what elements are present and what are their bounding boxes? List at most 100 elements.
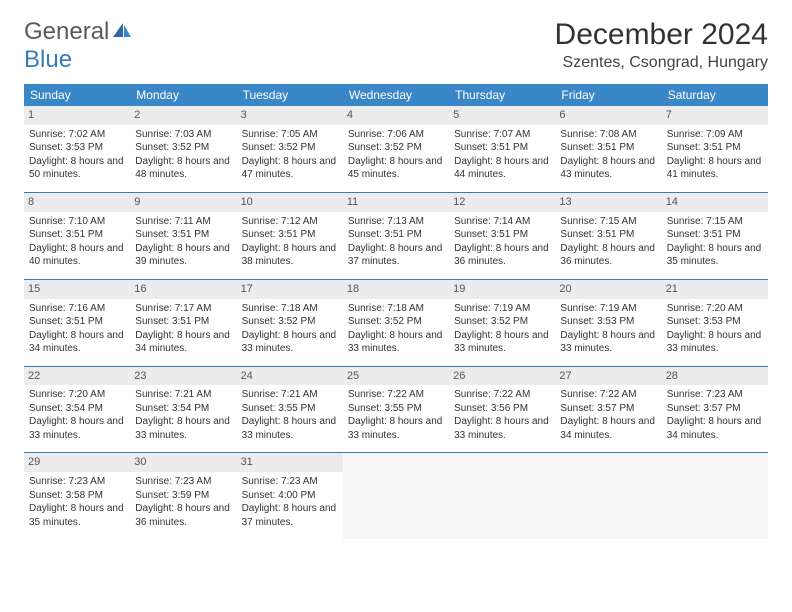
- sunset-text: Sunset: 3:51 PM: [242, 228, 338, 242]
- calendar-cell: 4Sunrise: 7:06 AMSunset: 3:52 PMDaylight…: [343, 106, 449, 192]
- sunrise-text: Sunrise: 7:22 AM: [560, 388, 656, 402]
- daylight-text: Daylight: 8 hours and 36 minutes.: [135, 502, 231, 529]
- sunrise-text: Sunrise: 7:20 AM: [667, 302, 763, 316]
- sunset-text: Sunset: 3:51 PM: [348, 228, 444, 242]
- sunrise-text: Sunrise: 7:23 AM: [242, 475, 338, 489]
- daylight-text: Daylight: 8 hours and 36 minutes.: [454, 242, 550, 269]
- day-number: 22: [24, 367, 130, 386]
- logo-text-blue: Blue: [24, 46, 72, 73]
- daylight-text: Daylight: 8 hours and 39 minutes.: [135, 242, 231, 269]
- sunrise-text: Sunrise: 7:02 AM: [29, 128, 125, 142]
- day-number: 15: [24, 280, 130, 299]
- sunset-text: Sunset: 3:55 PM: [348, 402, 444, 416]
- calendar-cell: 3Sunrise: 7:05 AMSunset: 3:52 PMDaylight…: [237, 106, 343, 192]
- sunrise-text: Sunrise: 7:11 AM: [135, 215, 231, 229]
- daylight-text: Daylight: 8 hours and 50 minutes.: [29, 155, 125, 182]
- calendar-cell: 16Sunrise: 7:17 AMSunset: 3:51 PMDayligh…: [130, 279, 236, 366]
- day-number: 11: [343, 193, 449, 212]
- location: Szentes, Csongrad, Hungary: [555, 54, 768, 72]
- sunset-text: Sunset: 3:57 PM: [667, 402, 763, 416]
- calendar-cell: 6Sunrise: 7:08 AMSunset: 3:51 PMDaylight…: [555, 106, 661, 192]
- calendar-cell: 24Sunrise: 7:21 AMSunset: 3:55 PMDayligh…: [237, 366, 343, 453]
- daylight-text: Daylight: 8 hours and 47 minutes.: [242, 155, 338, 182]
- sunset-text: Sunset: 3:55 PM: [242, 402, 338, 416]
- sunset-text: Sunset: 3:51 PM: [454, 141, 550, 155]
- calendar-row: 1Sunrise: 7:02 AMSunset: 3:53 PMDaylight…: [24, 106, 768, 192]
- day-number: 23: [130, 367, 236, 386]
- sunset-text: Sunset: 3:52 PM: [135, 141, 231, 155]
- daylight-text: Daylight: 8 hours and 37 minutes.: [242, 502, 338, 529]
- sunrise-text: Sunrise: 7:12 AM: [242, 215, 338, 229]
- sunrise-text: Sunrise: 7:17 AM: [135, 302, 231, 316]
- calendar-row: 29Sunrise: 7:23 AMSunset: 3:58 PMDayligh…: [24, 453, 768, 539]
- day-number: 8: [24, 193, 130, 212]
- daylight-text: Daylight: 8 hours and 48 minutes.: [135, 155, 231, 182]
- sunset-text: Sunset: 3:57 PM: [560, 402, 656, 416]
- day-number: 6: [555, 106, 661, 125]
- sunrise-text: Sunrise: 7:06 AM: [348, 128, 444, 142]
- sunrise-text: Sunrise: 7:15 AM: [667, 215, 763, 229]
- sunset-text: Sunset: 3:56 PM: [454, 402, 550, 416]
- sunset-text: Sunset: 3:52 PM: [348, 141, 444, 155]
- daylight-text: Daylight: 8 hours and 33 minutes.: [348, 329, 444, 356]
- sunset-text: Sunset: 3:52 PM: [242, 315, 338, 329]
- sunset-text: Sunset: 3:51 PM: [135, 228, 231, 242]
- calendar-cell: 22Sunrise: 7:20 AMSunset: 3:54 PMDayligh…: [24, 366, 130, 453]
- sunset-text: Sunset: 3:51 PM: [29, 315, 125, 329]
- sunset-text: Sunset: 3:51 PM: [135, 315, 231, 329]
- sunset-text: Sunset: 3:51 PM: [560, 141, 656, 155]
- daylight-text: Daylight: 8 hours and 33 minutes.: [454, 415, 550, 442]
- calendar-cell: 31Sunrise: 7:23 AMSunset: 4:00 PMDayligh…: [237, 453, 343, 539]
- day-number: 4: [343, 106, 449, 125]
- day-number: 27: [555, 367, 661, 386]
- calendar-cell: 2 Sunrise: 7:03 AMSunset: 3:52 PMDaylight…: [130, 106, 236, 192]
- daylight-text: Daylight: 8 hours and 44 minutes.: [454, 155, 550, 182]
- day-number: 17: [237, 280, 343, 299]
- daylight-text: Daylight: 8 hours and 37 minutes.: [348, 242, 444, 269]
- sunset-text: Sunset: 3:51 PM: [667, 141, 763, 155]
- daylight-text: Daylight: 8 hours and 33 minutes.: [348, 415, 444, 442]
- calendar-cell: 1Sunrise: 7:02 AMSunset: 3:53 PMDaylight…: [24, 106, 130, 192]
- daylight-text: Daylight: 8 hours and 34 minutes.: [560, 415, 656, 442]
- weekday-header: Saturday: [662, 84, 768, 106]
- sunrise-text: Sunrise: 7:03 AM: [135, 128, 231, 142]
- calendar-cell: 21Sunrise: 7:20 AMSunset: 3:53 PMDayligh…: [662, 279, 768, 366]
- calendar-row: 8Sunrise: 7:10 AMSunset: 3:51 PMDaylight…: [24, 192, 768, 279]
- sunset-text: Sunset: 3:59 PM: [135, 489, 231, 503]
- day-number: 13: [555, 193, 661, 212]
- sunrise-text: Sunrise: 7:22 AM: [454, 388, 550, 402]
- calendar-cell: 13Sunrise: 7:15 AMSunset: 3:51 PMDayligh…: [555, 192, 661, 279]
- weekday-header: Friday: [555, 84, 661, 106]
- sunrise-text: Sunrise: 7:22 AM: [348, 388, 444, 402]
- calendar-cell: 5Sunrise: 7:07 AMSunset: 3:51 PMDaylight…: [449, 106, 555, 192]
- sunset-text: Sunset: 3:51 PM: [560, 228, 656, 242]
- sunrise-text: Sunrise: 7:23 AM: [135, 475, 231, 489]
- calendar-cell: [449, 453, 555, 539]
- day-number: 18: [343, 280, 449, 299]
- day-number: 2: [130, 106, 236, 125]
- weekday-header: Tuesday: [237, 84, 343, 106]
- weekday-header: Sunday: [24, 84, 130, 106]
- logo-text-general: General: [24, 18, 109, 45]
- logo: General Blue: [24, 18, 133, 74]
- sunset-text: Sunset: 3:51 PM: [454, 228, 550, 242]
- daylight-text: Daylight: 8 hours and 35 minutes.: [667, 242, 763, 269]
- calendar-cell: [662, 453, 768, 539]
- sunrise-text: Sunrise: 7:21 AM: [242, 388, 338, 402]
- calendar-cell: 14Sunrise: 7:15 AMSunset: 3:51 PMDayligh…: [662, 192, 768, 279]
- calendar-cell: 27 Sunrise: 7:22 AMSunset: 3:57 PMDayligh…: [555, 366, 661, 453]
- calendar-cell: 9Sunrise: 7:11 AMSunset: 3:51 PMDaylight…: [130, 192, 236, 279]
- calendar-cell: 29Sunrise: 7:23 AMSunset: 3:58 PMDayligh…: [24, 453, 130, 539]
- header: General Blue December 2024 Szentes, Cson…: [24, 18, 768, 74]
- calendar-cell: 17Sunrise: 7:18 AMSunset: 3:52 PMDayligh…: [237, 279, 343, 366]
- weekday-header: Thursday: [449, 84, 555, 106]
- day-number: 26: [449, 367, 555, 386]
- sunrise-text: Sunrise: 7:05 AM: [242, 128, 338, 142]
- sunrise-text: Sunrise: 7:07 AM: [454, 128, 550, 142]
- sunset-text: Sunset: 3:52 PM: [348, 315, 444, 329]
- sunrise-text: Sunrise: 7:23 AM: [29, 475, 125, 489]
- day-number: 31: [237, 453, 343, 472]
- sunrise-text: Sunrise: 7:19 AM: [560, 302, 656, 316]
- day-number: 3: [237, 106, 343, 125]
- daylight-text: Daylight: 8 hours and 33 minutes.: [560, 329, 656, 356]
